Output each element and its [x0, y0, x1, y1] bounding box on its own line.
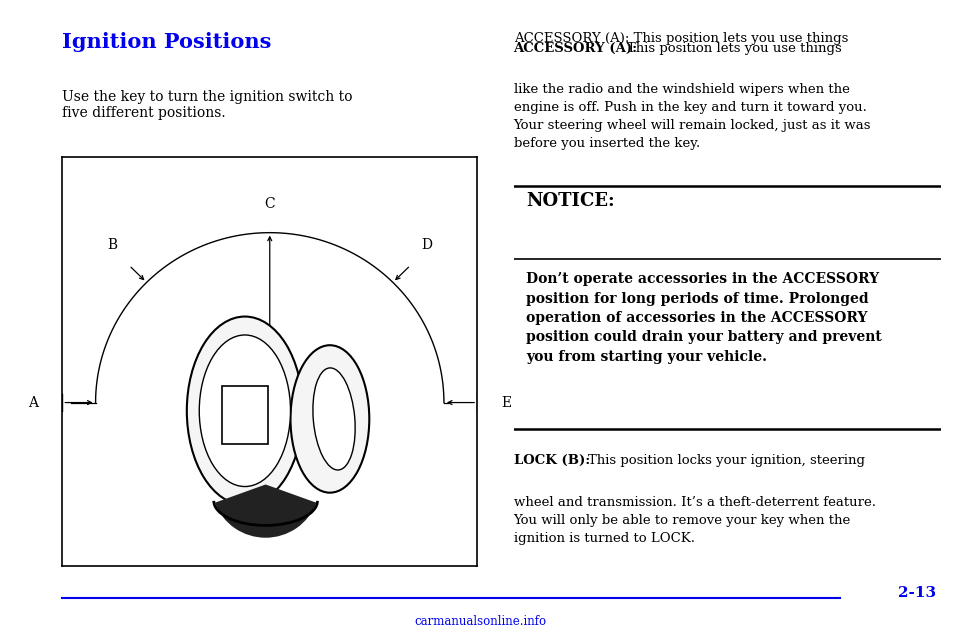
Text: LOCK (B):: LOCK (B): — [514, 454, 589, 467]
Text: D: D — [421, 238, 433, 252]
Text: ACCESSORY (A): This position lets you use things: ACCESSORY (A): This position lets you us… — [514, 32, 848, 45]
Ellipse shape — [187, 317, 303, 505]
Text: Ignition Positions: Ignition Positions — [62, 32, 272, 52]
FancyBboxPatch shape — [505, 186, 949, 429]
Text: E: E — [501, 396, 512, 410]
Ellipse shape — [291, 345, 370, 493]
Text: This position lets you use things: This position lets you use things — [627, 42, 842, 54]
Text: 2-13: 2-13 — [898, 586, 936, 600]
Ellipse shape — [313, 368, 355, 470]
Text: NOTICE:: NOTICE: — [526, 192, 615, 210]
Text: Use the key to turn the ignition switch to
five different positions.: Use the key to turn the ignition switch … — [62, 90, 353, 120]
Wedge shape — [215, 484, 316, 538]
Text: A: A — [29, 396, 38, 410]
Text: ACCESSORY (A):: ACCESSORY (A): — [514, 42, 637, 54]
Text: Don’t operate accessories in the ACCESSORY
position for long periods of time. Pr: Don’t operate accessories in the ACCESSO… — [526, 272, 882, 364]
Bar — [222, 386, 268, 444]
Text: wheel and transmission. It’s a theft-deterrent feature.
You will only be able to: wheel and transmission. It’s a theft-det… — [514, 496, 876, 545]
Text: C: C — [264, 197, 276, 211]
Text: like the radio and the windshield wipers when the
engine is off. Push in the key: like the radio and the windshield wipers… — [514, 83, 871, 150]
Text: This position locks your ignition, steering: This position locks your ignition, steer… — [588, 454, 865, 467]
Text: carmanualsonline.info: carmanualsonline.info — [414, 616, 546, 628]
Ellipse shape — [200, 335, 291, 486]
Text: B: B — [108, 238, 117, 252]
